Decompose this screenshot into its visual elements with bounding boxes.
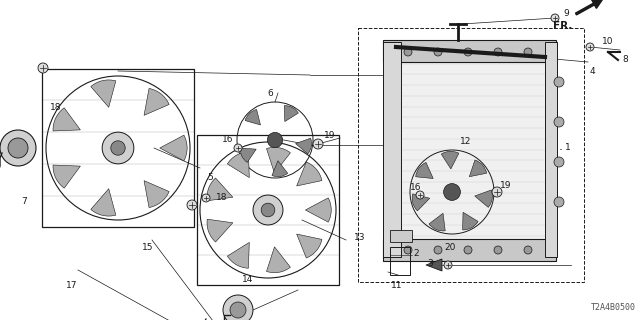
Circle shape bbox=[38, 63, 48, 73]
Wedge shape bbox=[245, 109, 260, 125]
Wedge shape bbox=[227, 242, 250, 268]
Wedge shape bbox=[272, 161, 288, 177]
Wedge shape bbox=[429, 213, 445, 231]
Wedge shape bbox=[469, 160, 486, 177]
Circle shape bbox=[524, 246, 532, 254]
Wedge shape bbox=[284, 106, 298, 122]
Wedge shape bbox=[475, 190, 492, 207]
Circle shape bbox=[494, 48, 502, 56]
Circle shape bbox=[494, 246, 502, 254]
Text: 3: 3 bbox=[427, 259, 433, 268]
Circle shape bbox=[223, 295, 253, 320]
Circle shape bbox=[404, 48, 412, 56]
Wedge shape bbox=[297, 234, 322, 258]
Text: 18: 18 bbox=[51, 103, 61, 113]
Circle shape bbox=[234, 144, 242, 152]
Circle shape bbox=[464, 246, 472, 254]
Text: 1: 1 bbox=[565, 143, 571, 153]
Circle shape bbox=[524, 48, 532, 56]
Wedge shape bbox=[266, 247, 291, 273]
Text: 10: 10 bbox=[602, 37, 614, 46]
Polygon shape bbox=[426, 259, 442, 271]
Circle shape bbox=[202, 194, 210, 202]
Circle shape bbox=[492, 187, 502, 197]
Circle shape bbox=[187, 200, 197, 210]
Wedge shape bbox=[441, 151, 459, 169]
Circle shape bbox=[554, 157, 564, 167]
Circle shape bbox=[268, 132, 283, 148]
Text: FR.: FR. bbox=[552, 21, 572, 31]
Bar bbox=[390, 230, 412, 242]
Circle shape bbox=[111, 141, 125, 155]
Circle shape bbox=[313, 139, 323, 149]
Bar bbox=[383, 42, 401, 257]
Text: 16: 16 bbox=[410, 183, 422, 193]
Wedge shape bbox=[91, 80, 116, 107]
Circle shape bbox=[551, 14, 559, 22]
Wedge shape bbox=[416, 163, 433, 179]
Text: 9: 9 bbox=[563, 10, 569, 19]
Bar bbox=[383, 239, 556, 261]
Text: 17: 17 bbox=[67, 281, 77, 290]
Circle shape bbox=[464, 48, 472, 56]
Circle shape bbox=[0, 130, 36, 166]
Wedge shape bbox=[463, 212, 478, 230]
Text: 19: 19 bbox=[324, 131, 336, 140]
Text: 15: 15 bbox=[142, 244, 154, 252]
Circle shape bbox=[8, 138, 28, 158]
Circle shape bbox=[444, 261, 452, 269]
Text: 20: 20 bbox=[444, 244, 456, 252]
Circle shape bbox=[554, 117, 564, 127]
Wedge shape bbox=[305, 198, 332, 222]
Text: 4: 4 bbox=[589, 68, 595, 76]
Bar bbox=[388, 42, 553, 257]
Wedge shape bbox=[53, 108, 81, 131]
Circle shape bbox=[554, 77, 564, 87]
Text: 12: 12 bbox=[460, 138, 472, 147]
Circle shape bbox=[434, 48, 442, 56]
Circle shape bbox=[404, 246, 412, 254]
Circle shape bbox=[434, 246, 442, 254]
Text: 6: 6 bbox=[267, 89, 273, 98]
Text: T2A4B0500: T2A4B0500 bbox=[591, 303, 636, 312]
Circle shape bbox=[554, 197, 564, 207]
Bar bbox=[390, 247, 410, 275]
Wedge shape bbox=[144, 181, 169, 208]
Circle shape bbox=[586, 43, 594, 51]
Text: 18: 18 bbox=[216, 194, 228, 203]
Bar bbox=[545, 42, 557, 257]
Bar bbox=[42, 69, 194, 227]
Text: 5: 5 bbox=[207, 173, 213, 182]
Wedge shape bbox=[160, 135, 187, 161]
Circle shape bbox=[261, 203, 275, 217]
Circle shape bbox=[230, 302, 246, 318]
Text: 7: 7 bbox=[21, 197, 27, 206]
Wedge shape bbox=[296, 138, 312, 154]
Text: 11: 11 bbox=[391, 281, 403, 290]
Circle shape bbox=[444, 184, 460, 200]
Text: 2: 2 bbox=[413, 249, 419, 258]
Wedge shape bbox=[207, 219, 233, 242]
Circle shape bbox=[416, 191, 424, 199]
Wedge shape bbox=[240, 148, 256, 162]
Circle shape bbox=[102, 132, 134, 164]
Text: 16: 16 bbox=[222, 135, 234, 145]
Wedge shape bbox=[91, 189, 116, 216]
Circle shape bbox=[253, 195, 283, 225]
Text: 8: 8 bbox=[622, 55, 628, 65]
Bar bbox=[196, 135, 339, 285]
Wedge shape bbox=[227, 152, 250, 178]
Wedge shape bbox=[53, 165, 81, 188]
Wedge shape bbox=[266, 147, 291, 173]
Wedge shape bbox=[297, 162, 322, 186]
FancyArrow shape bbox=[575, 0, 603, 15]
Wedge shape bbox=[207, 178, 233, 201]
Bar bbox=[383, 40, 556, 62]
Text: 13: 13 bbox=[355, 234, 365, 243]
Wedge shape bbox=[412, 194, 430, 211]
Bar bbox=[358, 28, 584, 282]
Text: 19: 19 bbox=[500, 180, 512, 189]
Text: 14: 14 bbox=[243, 276, 253, 284]
Wedge shape bbox=[144, 88, 169, 115]
